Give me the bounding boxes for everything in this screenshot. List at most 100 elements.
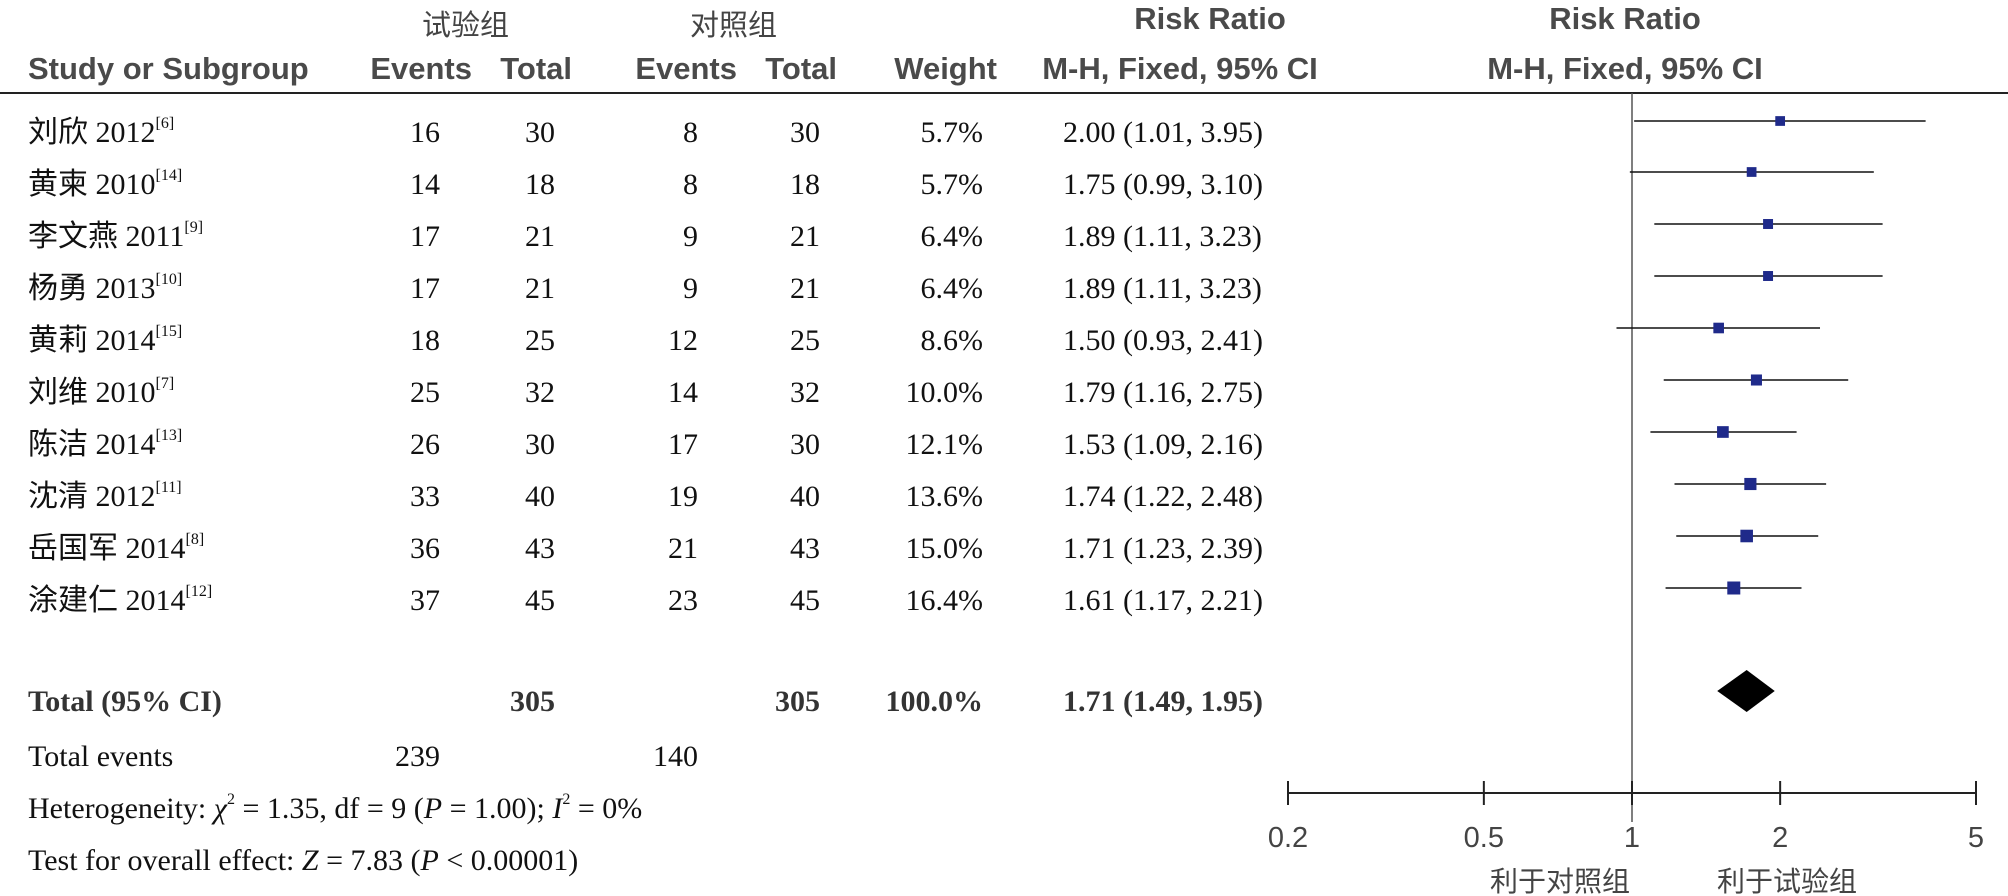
- total-events-ctrl: 140: [653, 740, 698, 773]
- row-total-exp: 43: [525, 532, 555, 565]
- group-label-control: 对照组: [690, 8, 778, 42]
- x-tick-label: 2: [1772, 822, 1788, 854]
- row-total-ctrl: 30: [790, 428, 820, 461]
- risk-ratio-plot-title: Risk Ratio: [1549, 1, 1701, 36]
- study-label: 刘欣 2012: [28, 116, 156, 149]
- study-ref: [8]: [185, 531, 205, 548]
- point-estimate-square: [1717, 426, 1729, 438]
- row-ci-text: 1.89 (1.11, 3.23): [1063, 272, 1262, 305]
- row-events-exp: 16: [410, 116, 440, 149]
- study-ref: [7]: [155, 375, 175, 392]
- row-total-ctrl: 32: [790, 376, 820, 409]
- row-ci-text: 1.79 (1.16, 2.75): [1063, 376, 1263, 409]
- risk-ratio-title: Risk Ratio: [1134, 1, 1286, 36]
- row-study-name: 涂建仁 2014[12]: [28, 583, 213, 617]
- row-events-exp: 33: [410, 480, 440, 513]
- point-estimate-square: [1763, 271, 1774, 281]
- col-header-total-exp: Total: [500, 51, 572, 86]
- study-ref: [6]: [155, 115, 175, 132]
- row-study-name: 刘维 2010[7]: [28, 375, 175, 408]
- row-events-ctrl: 23: [668, 584, 698, 617]
- point-estimate-square: [1727, 581, 1741, 595]
- row-study-name: 杨勇 2013[10]: [28, 271, 183, 304]
- row-events-exp: 14: [410, 168, 440, 201]
- row-study-name: 沈清 2012[11]: [28, 479, 182, 513]
- study-label: 黄莉 2014: [28, 324, 156, 357]
- row-weight: 5.7%: [920, 168, 984, 201]
- col-header-events-exp: Events: [370, 51, 472, 86]
- row-ci-text: 1.50 (0.93, 2.41): [1063, 324, 1263, 357]
- row-total-ctrl: 40: [790, 480, 820, 513]
- row-total-ctrl: 30: [790, 116, 820, 149]
- col-header-study: Study or Subgroup: [28, 51, 309, 86]
- point-estimate-square: [1744, 477, 1757, 491]
- row-total-exp: 32: [525, 376, 555, 409]
- row-events-ctrl: 9: [683, 272, 698, 305]
- total-label: Total (95% CI): [28, 685, 222, 718]
- total-n-ctrl: 305: [775, 685, 820, 718]
- study-ref: [13]: [155, 427, 183, 444]
- row-ci-text: 1.53 (1.09, 2.16): [1063, 428, 1263, 461]
- row-study-name: 岳国军 2014[8]: [28, 531, 205, 564]
- row-events-ctrl: 19: [668, 480, 698, 513]
- row-total-exp: 21: [525, 272, 555, 305]
- study-ref: [15]: [155, 323, 183, 340]
- row-total-ctrl: 21: [790, 272, 820, 305]
- study-label: 沈清 2012: [28, 480, 156, 513]
- row-weight: 8.6%: [920, 324, 984, 357]
- row-total-exp: 40: [525, 480, 555, 513]
- row-study-name: 刘欣 2012[6]: [28, 115, 175, 149]
- row-weight: 13.6%: [905, 480, 984, 513]
- col-header-method-plot: M-H, Fixed, 95% CI: [1487, 51, 1763, 86]
- row-events-exp: 26: [410, 428, 440, 461]
- x-tick-label: 0.5: [1464, 822, 1504, 854]
- group-label-experimental: 试验组: [422, 8, 510, 42]
- favours-control-label: 利于对照组: [1490, 865, 1630, 896]
- total-events-exp: 239: [395, 740, 440, 773]
- row-ci-text: 1.61 (1.17, 2.21): [1063, 584, 1263, 617]
- row-weight: 15.0%: [905, 532, 984, 565]
- row-events-exp: 17: [410, 220, 440, 253]
- total-ci-text: 1.71 (1.49, 1.95): [1063, 685, 1263, 718]
- study-label: 黄柬 2010: [28, 168, 156, 201]
- col-header-total-ctrl: Total: [765, 51, 837, 86]
- x-tick-label: 1: [1624, 822, 1640, 854]
- row-weight: 5.7%: [920, 116, 984, 149]
- point-estimate-square: [1746, 167, 1757, 177]
- row-ci-text: 1.89 (1.11, 3.23): [1063, 220, 1262, 253]
- study-label: 涂建仁 2014: [28, 584, 186, 617]
- point-estimate-square: [1713, 322, 1724, 334]
- study-label: 陈洁 2014: [28, 428, 156, 461]
- row-total-ctrl: 45: [790, 584, 820, 617]
- point-estimate-square: [1763, 219, 1774, 229]
- col-header-method: M-H, Fixed, 95% CI: [1042, 51, 1318, 86]
- header-rule: [0, 92, 2008, 94]
- overall-effect-test: Test for overall effect: Z = 7.83 (P < 0…: [28, 844, 579, 877]
- row-ci-text: 2.00 (1.01, 3.95): [1063, 116, 1263, 149]
- row-ci-text: 1.74 (1.22, 2.48): [1063, 480, 1263, 513]
- study-ref: [12]: [185, 583, 213, 600]
- pooled-diamond: [1717, 670, 1775, 712]
- row-study-name: 黄莉 2014[15]: [28, 323, 183, 357]
- total-weight: 100.0%: [885, 685, 984, 718]
- x-tick-label: 0.2: [1268, 822, 1308, 854]
- row-total-exp: 25: [525, 324, 555, 357]
- row-weight: 6.4%: [920, 272, 984, 305]
- row-study-name: 黄柬 2010[14]: [28, 168, 182, 201]
- row-events-ctrl: 8: [683, 116, 698, 149]
- row-weight: 16.4%: [905, 584, 984, 617]
- study-ref: [10]: [155, 271, 183, 288]
- row-events-exp: 17: [410, 272, 440, 305]
- study-ref: [11]: [155, 479, 182, 496]
- row-ci-text: 1.75 (0.99, 3.10): [1063, 168, 1263, 201]
- row-total-ctrl: 18: [790, 168, 820, 201]
- row-events-ctrl: 17: [668, 428, 698, 461]
- row-events-exp: 37: [410, 584, 440, 617]
- row-total-exp: 30: [525, 116, 555, 149]
- row-total-ctrl: 21: [790, 220, 820, 253]
- row-total-exp: 30: [525, 428, 555, 461]
- row-total-ctrl: 25: [790, 324, 820, 357]
- row-events-exp: 25: [410, 376, 440, 409]
- row-total-exp: 18: [525, 168, 555, 201]
